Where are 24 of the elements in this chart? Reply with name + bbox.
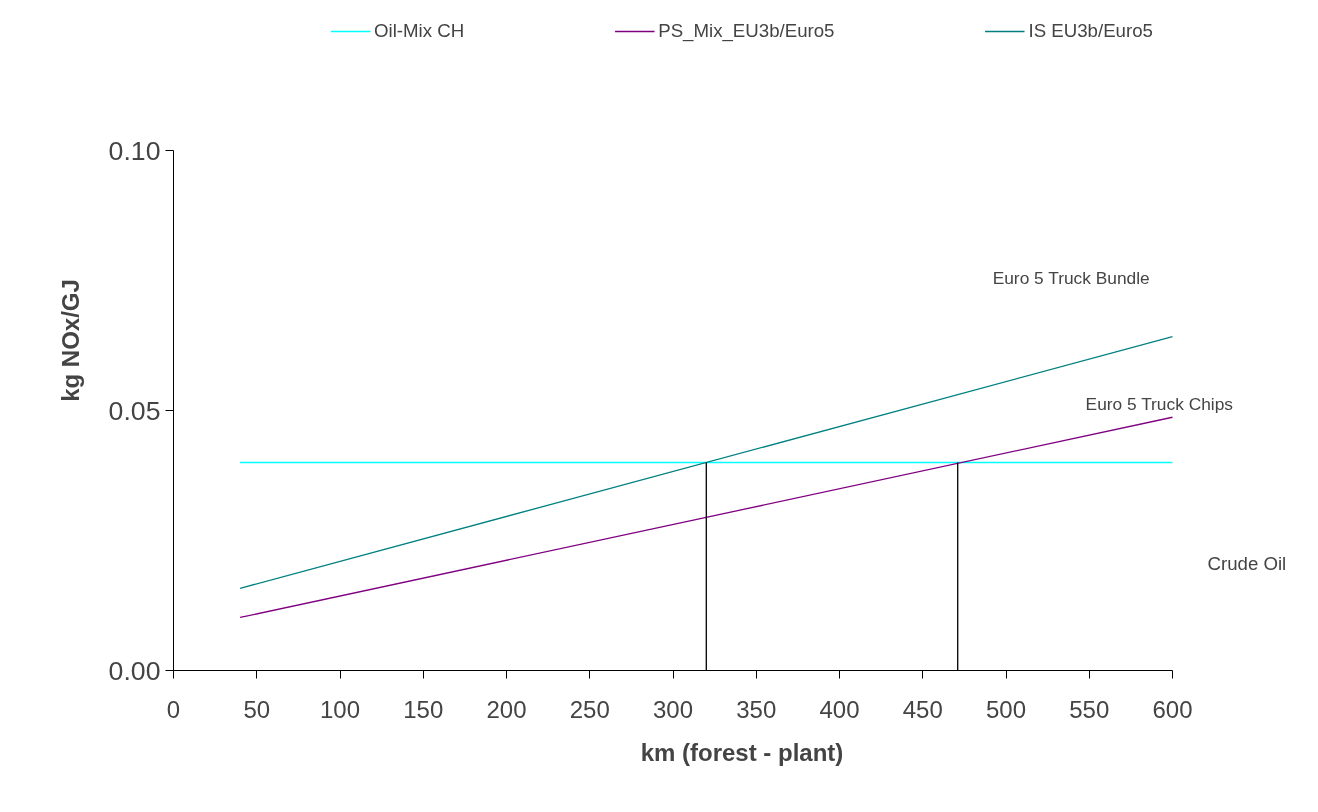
y-tick-label: 0.00: [108, 655, 161, 686]
x-tick-label: 500: [985, 695, 1027, 723]
legend-label: IS EU3b/Euro5: [1028, 20, 1153, 42]
legend-label: PS_Mix_EU3b/Euro5: [658, 20, 835, 42]
y-tick-label: 0.10: [108, 135, 161, 166]
x-tick-label: 350: [736, 695, 777, 723]
legend-label: Oil-Mix CH: [374, 20, 465, 42]
x-tick-label: 150: [403, 695, 444, 723]
x-tick-label: 250: [569, 695, 610, 723]
x-tick-label: 200: [486, 695, 527, 723]
x-tick-label: 450: [902, 695, 943, 723]
y-tick-label: 0.05: [108, 395, 161, 426]
annotation: Euro 5 Truck Chips: [1085, 393, 1234, 414]
x-tick-label: 300: [652, 695, 694, 723]
x-tick-label: 550: [1069, 695, 1110, 723]
text: Crude Oil: [1207, 553, 1287, 575]
x-tick-label: 400: [819, 695, 860, 723]
annotation: Euro 5 Truck Bundle: [992, 268, 1150, 289]
x-tick-label: 600: [1152, 695, 1193, 723]
x-axis-title: km (forest - plant): [640, 738, 844, 766]
y-axis-title: kg NOx/GJ: [56, 279, 84, 402]
x-tick-label: 100: [319, 695, 361, 723]
x-tick-label: 0: [166, 695, 181, 723]
x-tick-label: 50: [243, 695, 271, 723]
